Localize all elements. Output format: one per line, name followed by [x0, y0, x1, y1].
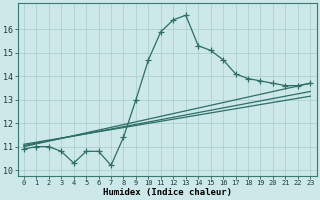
X-axis label: Humidex (Indice chaleur): Humidex (Indice chaleur)	[103, 188, 232, 197]
